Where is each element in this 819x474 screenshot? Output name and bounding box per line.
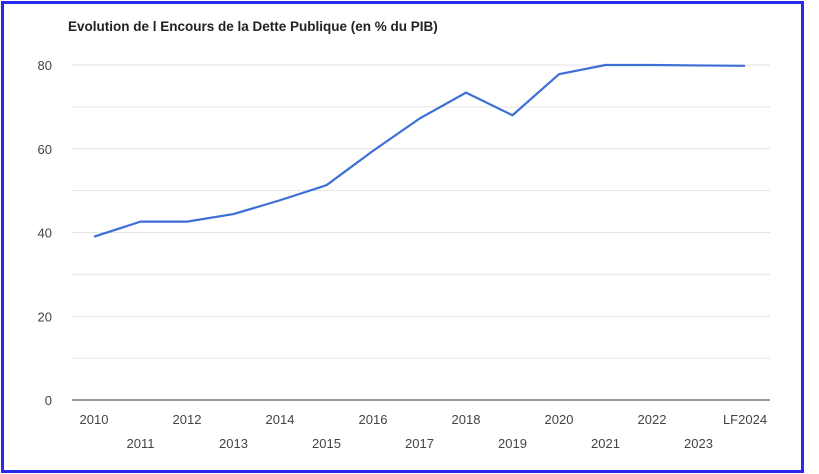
- y-tick-label: 20: [38, 309, 52, 324]
- x-tick-label: LF2024: [723, 412, 767, 427]
- y-tick-label: 40: [38, 226, 52, 241]
- x-tick-label: 2020: [545, 412, 574, 427]
- x-tick-label: 2016: [359, 412, 388, 427]
- x-tick-label: 2018: [452, 412, 481, 427]
- y-tick-label: 80: [38, 58, 52, 73]
- y-tick-label: 0: [45, 393, 52, 408]
- x-tick-label: 2021: [591, 436, 620, 451]
- x-tick-label: 2017: [405, 436, 434, 451]
- x-tick-label: 2014: [266, 412, 295, 427]
- x-tick-label: 2022: [638, 412, 667, 427]
- x-tick-label: 2019: [498, 436, 527, 451]
- x-tick-label: 2013: [219, 436, 248, 451]
- x-tick-label: 2023: [684, 436, 713, 451]
- series-line: [93, 63, 746, 238]
- chart-title: Evolution de l Encours de la Dette Publi…: [68, 19, 438, 34]
- y-tick-label: 60: [38, 142, 52, 157]
- x-tick-label: 2015: [312, 436, 341, 451]
- x-tick-label: 2010: [80, 412, 109, 427]
- chart-frame: [1, 1, 804, 473]
- x-tick-label: 2011: [127, 436, 155, 451]
- x-tick-label: 2012: [173, 412, 202, 427]
